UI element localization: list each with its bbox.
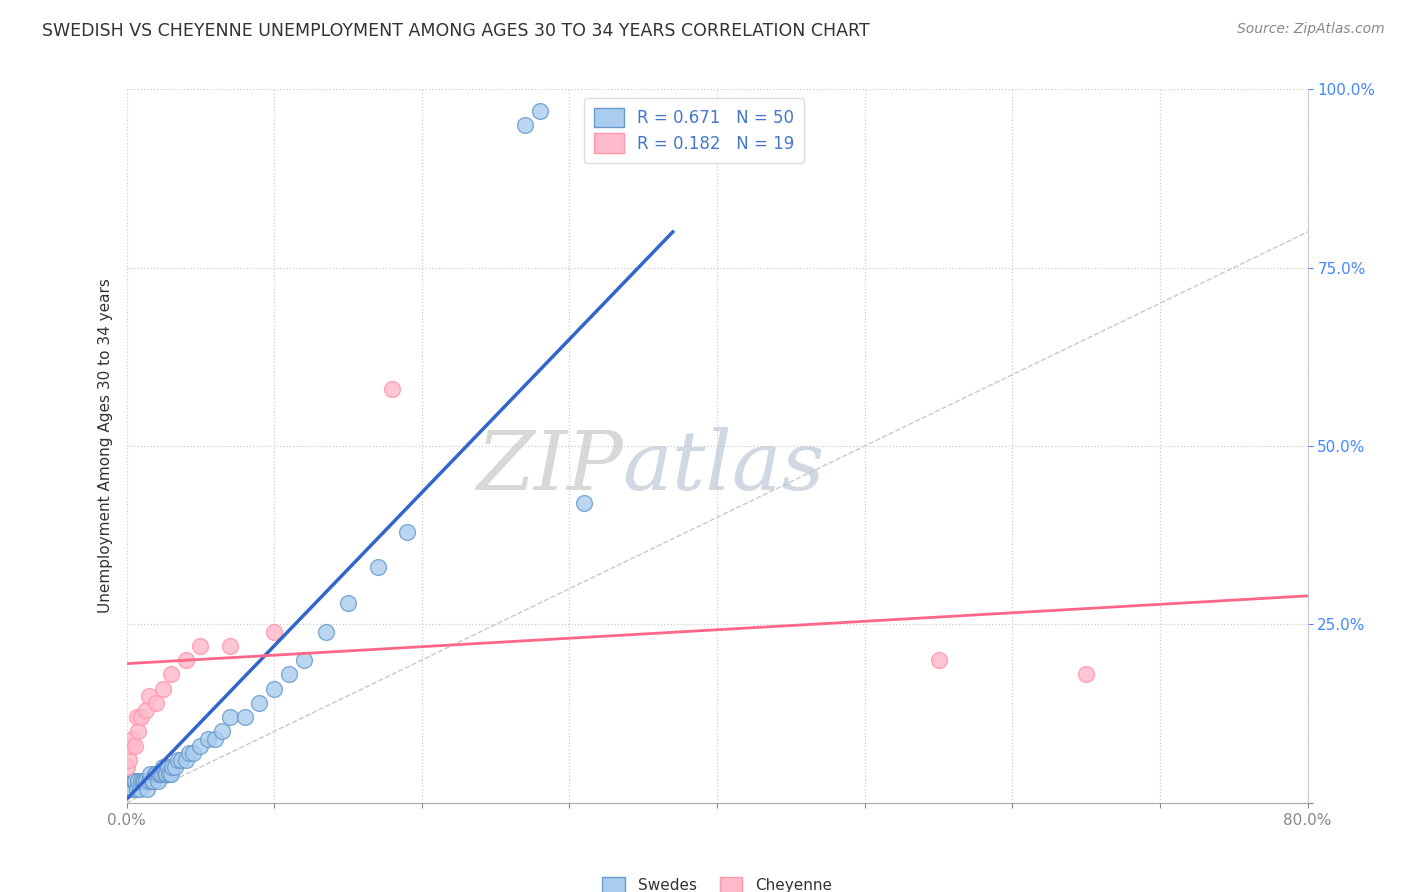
Point [118,753,141,767]
Point [127,724,149,739]
Point [142,774,165,789]
Point [366,560,388,574]
Point [136,781,159,796]
Point [159,667,183,681]
Point [177,746,200,760]
Point [152,681,174,696]
Point [162,760,184,774]
Point [134,774,156,789]
Point [124,774,146,789]
Point [124,739,146,753]
Point [292,653,315,667]
Point [153,767,176,781]
Point [132,774,155,789]
Point [219,710,242,724]
Point [247,696,270,710]
Point [337,596,360,610]
Point [121,731,143,746]
Point [278,667,301,681]
Point [263,681,285,696]
Point [128,781,150,796]
Point [141,774,163,789]
Point [143,767,166,781]
Point [167,753,190,767]
Y-axis label: Unemployment Among Ages 30 to 34 years: Unemployment Among Ages 30 to 34 years [97,278,112,614]
Point [118,781,141,796]
Point [149,767,172,781]
Point [115,760,138,774]
Text: SWEDISH VS CHEYENNE UNEMPLOYMENT AMONG AGES 30 TO 34 YEARS CORRELATION CHART: SWEDISH VS CHEYENNE UNEMPLOYMENT AMONG A… [42,22,870,40]
Point [148,767,170,781]
Point [156,760,179,774]
Point [928,653,950,667]
Point [1076,667,1098,681]
Point [315,624,337,639]
Point [155,767,177,781]
Point [152,760,174,774]
Point [138,689,160,703]
Point [165,760,187,774]
Point [188,739,211,753]
Point [120,781,142,796]
Point [129,774,153,789]
Point [157,767,180,781]
Point [170,753,193,767]
Point [263,624,285,639]
Point [150,767,173,781]
Point [174,753,197,767]
Point [211,724,233,739]
Point [125,781,148,796]
Point [135,703,157,717]
Point [159,767,183,781]
Point [181,746,204,760]
Point [233,710,256,724]
Point [139,767,162,781]
Point [197,731,219,746]
Point [381,382,404,396]
Point [574,496,596,510]
Point [204,731,226,746]
Point [127,774,149,789]
Point [120,739,142,753]
Point [515,118,537,132]
Point [145,767,167,781]
Point [125,710,148,724]
Text: atlas: atlas [623,427,825,508]
Point [138,774,160,789]
Point [529,103,551,118]
Point [135,774,157,789]
Point [219,639,242,653]
Point [188,639,211,653]
Point [174,653,197,667]
Point [396,524,419,539]
Point [121,781,143,796]
Point [146,774,169,789]
Text: Source: ZipAtlas.com: Source: ZipAtlas.com [1237,22,1385,37]
Text: ZIP: ZIP [475,427,623,508]
Point [145,696,167,710]
Point [129,710,153,724]
Point [122,774,145,789]
Legend: Swedes, Cheyenne: Swedes, Cheyenne [596,871,838,892]
